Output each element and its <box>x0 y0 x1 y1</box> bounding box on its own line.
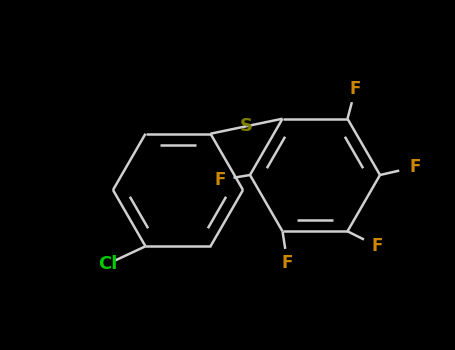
Text: F: F <box>410 158 421 176</box>
Text: F: F <box>350 80 361 98</box>
Text: F: F <box>372 237 383 255</box>
Text: Cl: Cl <box>98 255 117 273</box>
Text: F: F <box>282 254 293 272</box>
Text: S: S <box>240 117 253 135</box>
Text: F: F <box>214 171 226 189</box>
